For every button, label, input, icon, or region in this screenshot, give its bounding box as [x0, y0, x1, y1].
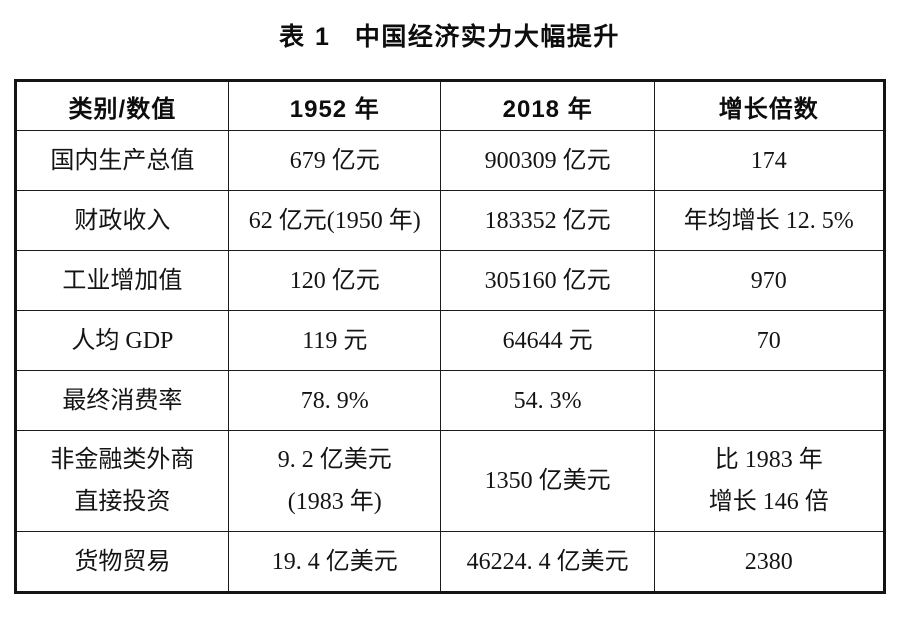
- table-row: 财政收入 62 亿元(1950 年) 183352 亿元 年均增长 12. 5%: [14, 190, 885, 251]
- cell-category: 国内生产总值: [14, 130, 230, 191]
- table-row: 货物贸易 19. 4 亿美元 46224. 4 亿美元 2380: [14, 531, 885, 593]
- header-cell-2018: 2018 年: [440, 80, 656, 131]
- table-title-text: 中国经济实力大幅提升: [354, 23, 620, 51]
- header-cell-category: 类别/数值: [14, 80, 230, 131]
- cell-category: 货物贸易: [14, 531, 230, 593]
- cell-category: 人均 GDP: [14, 310, 230, 371]
- economy-table: 类别/数值 1952 年 2018 年 增长倍数 国内生产总值 679 亿元 9…: [13, 79, 886, 594]
- cell-1952: 679 亿元: [228, 130, 442, 191]
- cell-1952: 62 亿元(1950 年): [228, 190, 442, 251]
- table-row: 非金融类外商 直接投资 9. 2 亿美元 (1983 年) 1350 亿美元 比…: [14, 430, 885, 532]
- table-row: 最终消费率 78. 9% 54. 3%: [14, 370, 885, 431]
- cell-growth: 年均增长 12. 5%: [654, 190, 885, 251]
- cell-growth: 2380: [654, 531, 885, 593]
- cell-1952: 119 元: [228, 310, 442, 371]
- cell-growth: 174: [654, 130, 885, 191]
- table-number: 表 1: [279, 23, 331, 51]
- cell-2018: 54. 3%: [440, 370, 656, 431]
- cell-growth: 970: [654, 250, 885, 311]
- cell-growth: [654, 370, 885, 431]
- table-row: 国内生产总值 679 亿元 900309 亿元 174: [14, 130, 885, 191]
- cell-category: 非金融类外商 直接投资: [14, 430, 230, 532]
- cell-category: 最终消费率: [14, 370, 230, 431]
- table-row: 人均 GDP 119 元 64644 元 70: [14, 310, 885, 371]
- cell-2018: 64644 元: [440, 310, 656, 371]
- cell-category: 工业增加值: [14, 250, 230, 311]
- cell-category: 财政收入: [14, 190, 230, 251]
- cell-2018: 183352 亿元: [440, 190, 656, 251]
- cell-2018: 46224. 4 亿美元: [440, 531, 656, 593]
- table-header-row: 类别/数值 1952 年 2018 年 增长倍数: [14, 80, 885, 131]
- cell-2018: 305160 亿元: [440, 250, 656, 311]
- header-cell-1952: 1952 年: [228, 80, 442, 131]
- cell-2018: 900309 亿元: [440, 130, 656, 191]
- cell-1952: 120 亿元: [228, 250, 442, 311]
- cell-2018: 1350 亿美元: [440, 430, 656, 532]
- header-cell-growth: 增长倍数: [654, 80, 885, 131]
- cell-1952: 19. 4 亿美元: [228, 531, 442, 593]
- cell-growth: 70: [654, 310, 885, 371]
- table-title: 表 1 中国经济实力大幅提升: [0, 0, 899, 53]
- cell-growth: 比 1983 年 增长 146 倍: [654, 430, 885, 532]
- cell-1952: 9. 2 亿美元 (1983 年): [228, 430, 442, 532]
- table-row: 工业增加值 120 亿元 305160 亿元 970: [14, 250, 885, 311]
- cell-1952: 78. 9%: [228, 370, 442, 431]
